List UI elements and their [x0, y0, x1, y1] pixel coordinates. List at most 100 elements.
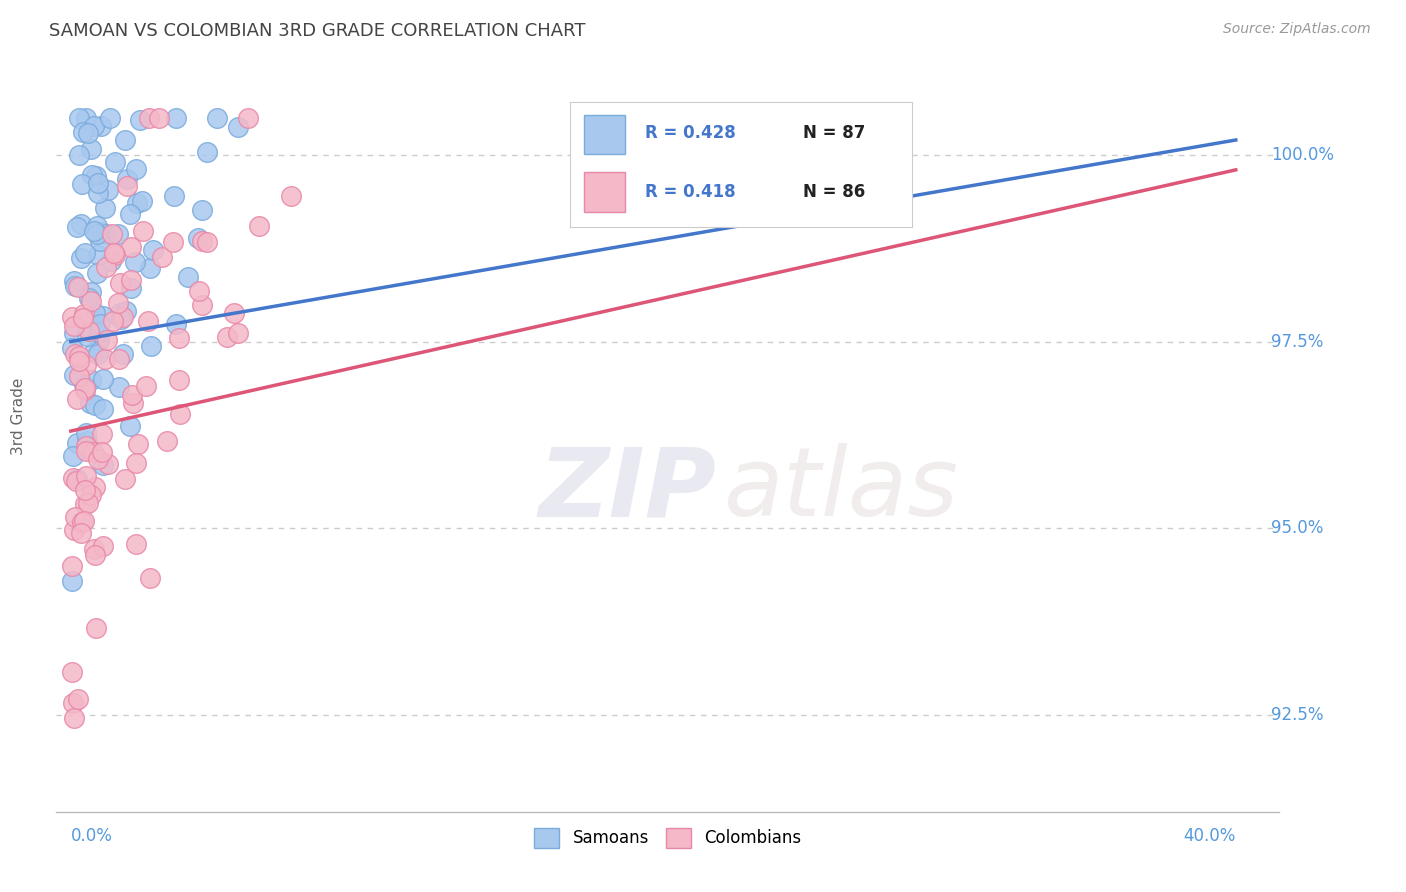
- Point: [90, 225, 112, 239]
- Point: [215, 330, 238, 344]
- Text: atlas: atlas: [723, 443, 957, 536]
- Point: [121, 388, 143, 402]
- Point: [86, 227, 108, 242]
- Text: SAMOAN VS COLOMBIAN 3RD GRADE CORRELATION CHART: SAMOAN VS COLOMBIAN 3RD GRADE CORRELATIO…: [49, 22, 586, 40]
- Point: [84, 306, 107, 320]
- Point: [150, 250, 173, 264]
- Point: [73, 381, 96, 395]
- Point: [60, 574, 83, 588]
- Point: [91, 427, 114, 442]
- Point: [107, 227, 129, 241]
- Point: [169, 407, 191, 421]
- Point: [129, 112, 152, 127]
- Point: [60, 310, 83, 324]
- Point: [89, 333, 111, 347]
- Point: [66, 219, 89, 234]
- Point: [94, 227, 117, 241]
- Point: [89, 235, 111, 249]
- Point: [62, 470, 84, 484]
- Point: [69, 252, 91, 266]
- Point: [191, 202, 214, 217]
- Point: [91, 445, 114, 459]
- Point: [73, 245, 96, 260]
- Text: 3rd Grade: 3rd Grade: [11, 377, 25, 455]
- Point: [103, 314, 125, 328]
- Point: [125, 162, 148, 177]
- Point: [97, 457, 120, 471]
- Point: [91, 309, 114, 323]
- Point: [108, 351, 131, 366]
- Point: [70, 217, 93, 231]
- Point: [280, 189, 302, 203]
- Point: [67, 279, 90, 293]
- Point: [87, 452, 110, 467]
- Point: [195, 145, 218, 159]
- Text: 97.5%: 97.5%: [1271, 333, 1323, 351]
- Point: [115, 304, 138, 318]
- Point: [63, 523, 86, 537]
- Point: [80, 293, 103, 308]
- Point: [83, 548, 105, 562]
- Point: [156, 434, 179, 448]
- Point: [72, 310, 94, 325]
- Point: [67, 147, 90, 161]
- Point: [93, 201, 115, 215]
- Point: [167, 373, 190, 387]
- Point: [83, 541, 105, 556]
- Point: [135, 379, 157, 393]
- Point: [80, 142, 103, 156]
- Point: [142, 243, 165, 257]
- Point: [80, 168, 103, 182]
- Point: [75, 439, 97, 453]
- Point: [132, 224, 155, 238]
- Point: [138, 571, 160, 585]
- Point: [195, 235, 218, 249]
- Point: [111, 310, 134, 324]
- Point: [165, 318, 187, 332]
- Point: [97, 183, 120, 197]
- Point: [96, 333, 118, 347]
- Legend: Samoans, Colombians: Samoans, Colombians: [527, 821, 808, 855]
- Point: [177, 269, 200, 284]
- Point: [125, 537, 148, 551]
- Point: [94, 351, 117, 366]
- Point: [226, 120, 249, 134]
- Point: [87, 325, 110, 339]
- Point: [165, 111, 187, 125]
- Point: [75, 383, 97, 397]
- Point: [91, 372, 114, 386]
- Point: [73, 307, 96, 321]
- Point: [84, 480, 107, 494]
- Point: [98, 111, 121, 125]
- Point: [127, 436, 149, 450]
- Point: [100, 253, 122, 268]
- Point: [62, 368, 84, 383]
- Point: [111, 347, 134, 361]
- Point: [103, 246, 125, 260]
- Point: [191, 298, 214, 312]
- Point: [222, 306, 245, 320]
- Point: [139, 261, 162, 276]
- Point: [110, 312, 132, 326]
- Point: [80, 373, 103, 387]
- Text: Source: ZipAtlas.com: Source: ZipAtlas.com: [1223, 22, 1371, 37]
- Point: [114, 472, 136, 486]
- Point: [120, 240, 142, 254]
- Point: [104, 154, 127, 169]
- Point: [75, 425, 97, 440]
- Point: [66, 392, 89, 406]
- Point: [83, 224, 105, 238]
- Point: [67, 349, 90, 363]
- Point: [67, 354, 90, 368]
- Point: [104, 247, 127, 261]
- Point: [79, 396, 101, 410]
- Point: [83, 345, 105, 359]
- Point: [66, 435, 89, 450]
- Point: [83, 398, 105, 412]
- Point: [87, 177, 110, 191]
- Point: [84, 169, 107, 183]
- Point: [60, 665, 83, 680]
- Point: [122, 396, 145, 410]
- Point: [169, 331, 191, 345]
- Point: [62, 450, 84, 464]
